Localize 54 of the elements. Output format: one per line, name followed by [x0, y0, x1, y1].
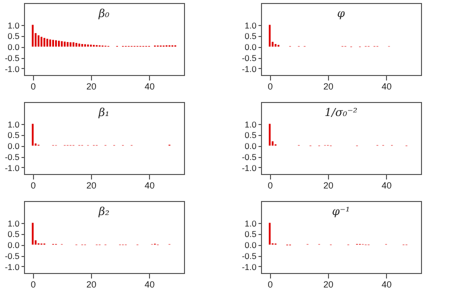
x-tick-label: 40: [144, 82, 155, 92]
x-tick-label: 20: [86, 82, 96, 92]
y-tick-label: 0.5: [244, 31, 257, 42]
y-tick-label: 1.0: [244, 20, 257, 30]
y-tick-label: -0.5: [4, 152, 20, 162]
y-tick-label: -1.0: [242, 262, 257, 272]
y-tick-label: 0.5: [244, 130, 257, 140]
x-tick-label: 20: [323, 82, 334, 92]
y-tick-label: 0.0: [8, 240, 20, 250]
y-tick-label: -1.0: [242, 64, 257, 74]
x-tick-label: 0: [268, 82, 273, 92]
y-tick-label: -1.0: [4, 64, 20, 74]
chart-title: β₁: [98, 106, 110, 119]
y-tick-label: 0.0: [244, 240, 257, 250]
y-tick-label: 0.5: [244, 229, 257, 240]
y-tick-label: 1.0: [8, 119, 20, 130]
x-tick-label: 0: [268, 180, 273, 190]
x-tick-label: 0: [30, 82, 36, 92]
y-tick-label: -1.0: [242, 162, 257, 173]
y-tick-label: -0.5: [4, 251, 20, 262]
y-tick-label: -0.5: [242, 152, 257, 162]
chart-title: β₂: [98, 205, 110, 218]
x-tick-label: 0: [30, 280, 36, 290]
y-tick-label: 0.0: [8, 42, 20, 52]
x-tick-label: 40: [382, 280, 392, 290]
x-tick-label: 40: [144, 180, 155, 190]
chart-title: β₀: [98, 7, 110, 20]
x-tick-label: 20: [323, 180, 334, 190]
x-tick-label: 40: [144, 280, 155, 290]
y-tick-label: -0.5: [242, 251, 257, 262]
y-tick-label: 0.5: [8, 130, 20, 140]
y-tick-label: 1.0: [244, 119, 257, 130]
chart-title: φ⁻¹: [332, 205, 350, 218]
y-tick-label: 0.5: [8, 229, 20, 240]
y-tick-label: 0.0: [8, 141, 20, 152]
x-tick-label: 20: [86, 280, 96, 290]
y-tick-label: 0.0: [244, 42, 257, 52]
y-tick-label: -1.0: [4, 162, 20, 173]
x-tick-label: 0: [268, 280, 273, 290]
y-tick-label: -1.0: [4, 262, 20, 272]
x-tick-label: 0: [30, 180, 36, 190]
x-tick-label: 20: [323, 280, 334, 290]
y-tick-label: 1.0: [8, 20, 20, 30]
x-tick-label: 40: [382, 82, 392, 92]
x-tick-label: 40: [382, 180, 392, 190]
y-tick-label: -0.5: [242, 53, 257, 64]
chart-title: 1/σ₀⁻²: [324, 106, 358, 119]
y-tick-label: 1.0: [244, 218, 257, 228]
chart-title: φ: [337, 7, 346, 20]
y-tick-label: -0.5: [4, 53, 20, 64]
y-tick-label: 0.5: [8, 31, 20, 42]
y-tick-label: 0.0: [244, 141, 257, 152]
x-tick-label: 20: [86, 180, 96, 190]
y-tick-label: 1.0: [8, 218, 20, 228]
